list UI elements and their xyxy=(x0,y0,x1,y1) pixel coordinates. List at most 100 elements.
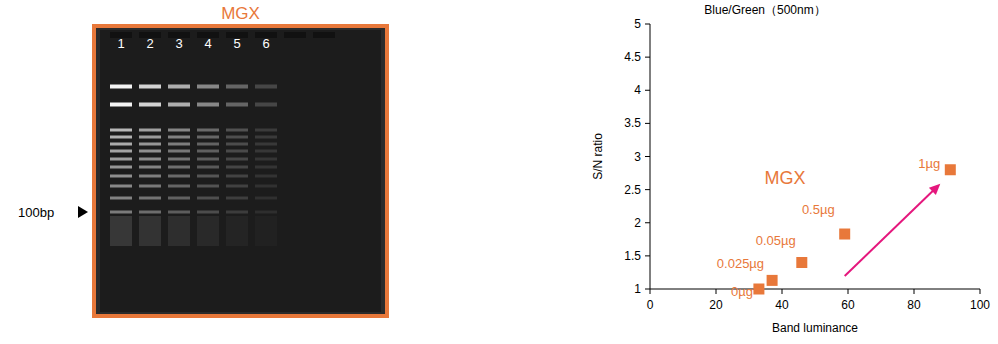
gel-band xyxy=(255,143,277,146)
gel-band xyxy=(168,129,190,132)
gel-band xyxy=(110,85,132,89)
lane-number: 6 xyxy=(262,36,269,51)
y-tick-label: 4 xyxy=(634,83,641,97)
gel-band xyxy=(197,129,219,132)
point xyxy=(753,284,764,295)
gel-band xyxy=(168,103,190,107)
point-label: 0.025µg xyxy=(717,256,764,271)
y-tick xyxy=(645,57,650,58)
gel-band xyxy=(197,85,219,89)
gel-band xyxy=(168,85,190,89)
point-label: 0.05µg xyxy=(756,233,796,248)
gel-band xyxy=(255,185,277,188)
gel-smear xyxy=(110,216,132,246)
gel-well xyxy=(284,32,306,38)
gel-smear xyxy=(226,216,248,246)
gel-band xyxy=(226,129,248,132)
gel-well xyxy=(313,32,335,38)
gel-band xyxy=(226,143,248,146)
point-label: 0µg xyxy=(731,284,753,299)
gel-band xyxy=(255,136,277,139)
gel-band xyxy=(197,185,219,188)
gel-band xyxy=(168,136,190,139)
x-tick-label: 0 xyxy=(647,298,654,312)
gel-band xyxy=(110,175,132,178)
x-tick-label: 100 xyxy=(970,298,990,312)
gel-band xyxy=(168,143,190,146)
x-tick xyxy=(848,289,849,294)
x-tick-label: 20 xyxy=(709,298,723,312)
x-tick xyxy=(980,289,981,294)
gel-band xyxy=(139,143,161,146)
y-tick-label: 2.5 xyxy=(624,183,641,197)
marker-label: 100bp xyxy=(18,205,54,220)
y-tick xyxy=(645,123,650,124)
gel-band xyxy=(110,150,132,153)
gel-band xyxy=(197,103,219,107)
point xyxy=(767,275,778,286)
x-axis-title: Band luminance xyxy=(772,321,858,335)
gel-band xyxy=(139,85,161,89)
trend-arrow xyxy=(845,189,935,276)
gel-band xyxy=(168,175,190,178)
gel-band xyxy=(139,158,161,161)
gel-band xyxy=(197,175,219,178)
gel-band xyxy=(139,211,161,214)
point-label: 1µg xyxy=(918,156,940,171)
gel-band xyxy=(110,143,132,146)
point xyxy=(839,229,850,240)
gel-band xyxy=(226,158,248,161)
y-tick xyxy=(645,24,650,25)
gel-band xyxy=(110,103,132,107)
gel-band xyxy=(255,150,277,153)
y-tick-label: 3.5 xyxy=(624,116,641,130)
lane-number: 2 xyxy=(146,36,153,51)
gel-image xyxy=(100,30,381,312)
gel-band xyxy=(168,166,190,169)
marker-arrow xyxy=(78,206,88,218)
y-tick xyxy=(645,90,650,91)
gel-smear xyxy=(168,216,190,246)
x-tick xyxy=(782,289,783,294)
lane-number: 3 xyxy=(175,36,182,51)
gel-band xyxy=(255,175,277,178)
gel-band xyxy=(226,136,248,139)
chart-title: Blue/Green（500nm） xyxy=(704,3,825,17)
figure: MGX123456100bpBlue/Green（500nm）11.522.53… xyxy=(0,0,998,344)
gel-band xyxy=(110,197,132,200)
gel-band xyxy=(139,150,161,153)
gel-band xyxy=(197,158,219,161)
y-axis-title: S/N ratio xyxy=(591,133,605,180)
gel-band xyxy=(226,185,248,188)
gel-band xyxy=(255,211,277,214)
lane-number: 5 xyxy=(233,36,240,51)
gel-band xyxy=(110,185,132,188)
gel-band xyxy=(255,129,277,132)
gel-band xyxy=(168,185,190,188)
gel-band xyxy=(139,166,161,169)
x-tick xyxy=(650,289,651,294)
y-tick xyxy=(645,255,650,256)
gel-band xyxy=(226,150,248,153)
y-tick xyxy=(645,189,650,190)
x-tick-label: 40 xyxy=(775,298,789,312)
gel-band xyxy=(255,197,277,200)
gel-band xyxy=(226,175,248,178)
gel-band xyxy=(226,85,248,89)
y-tick xyxy=(645,156,650,157)
gel-band xyxy=(168,211,190,214)
series-name: MGX xyxy=(764,168,805,188)
gel-band xyxy=(197,166,219,169)
y-tick-label: 2 xyxy=(634,216,641,230)
gel-band xyxy=(110,158,132,161)
y-tick-label: 5 xyxy=(634,17,641,31)
gel-band xyxy=(139,185,161,188)
x-tick-label: 60 xyxy=(841,298,855,312)
lane-number: 1 xyxy=(117,36,124,51)
gel-band xyxy=(226,197,248,200)
gel-smear xyxy=(139,216,161,246)
trend-arrow-head xyxy=(929,184,940,195)
gel-band xyxy=(139,175,161,178)
gel-band xyxy=(110,129,132,132)
gel-band xyxy=(255,166,277,169)
